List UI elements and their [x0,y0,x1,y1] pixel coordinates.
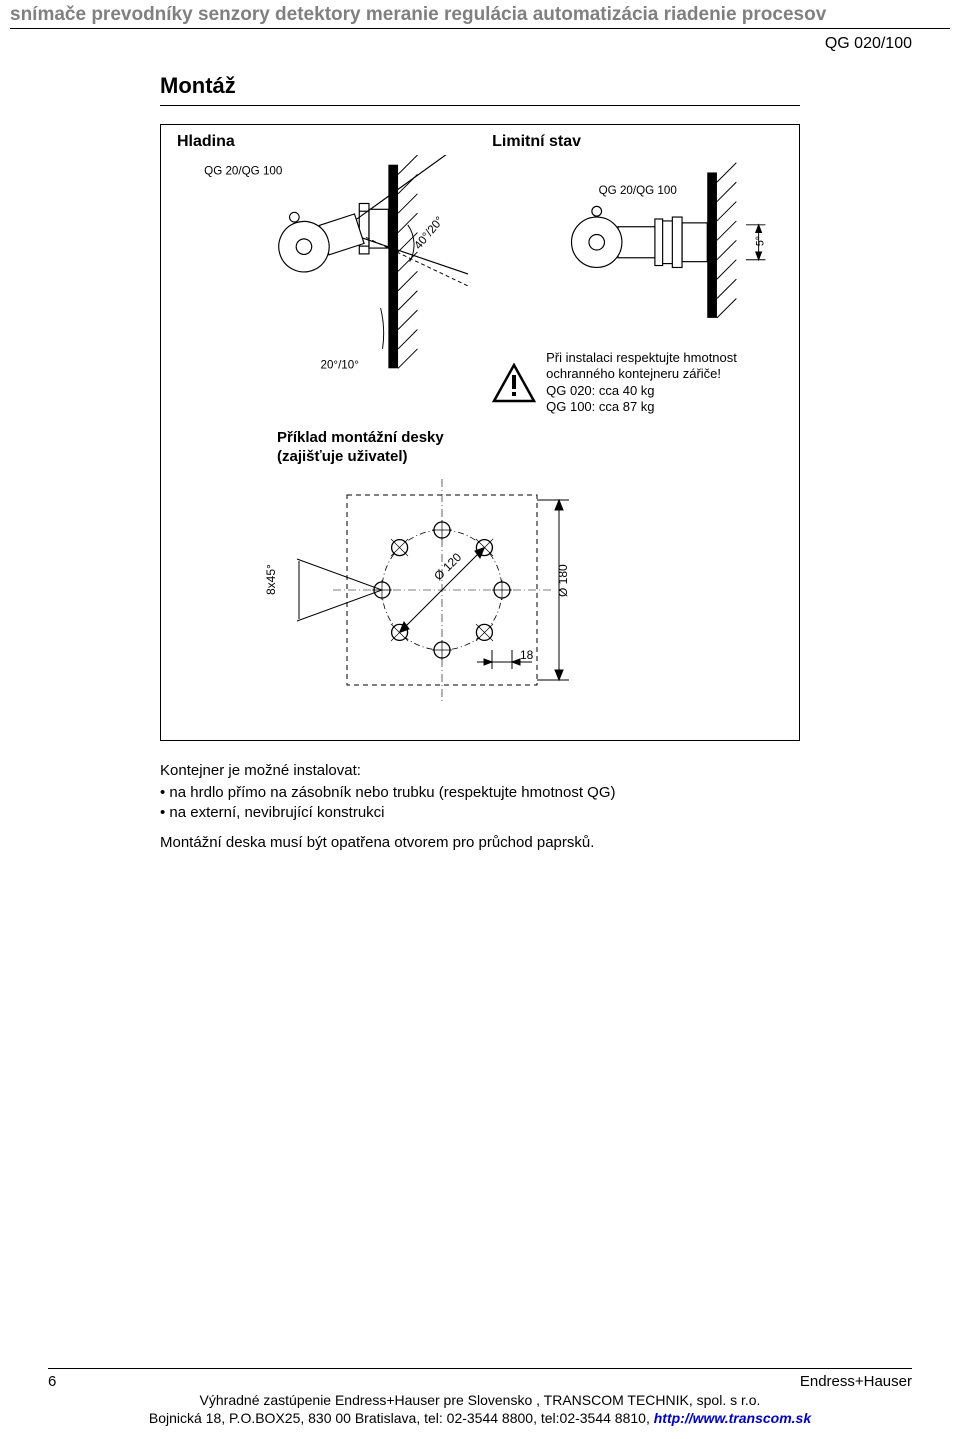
footer-url: http://www.transcom.sk [654,1410,811,1426]
caution-line: ochranného kontejneru zářiče! [546,366,737,382]
body-para: Montážní deska musí být opatřena otvorem… [160,833,800,853]
footer-line1: Výhradné zastúpenie Endress+Hauser pre S… [200,1392,761,1408]
diagram-hladina: QG 20/QG 100 40°/20° 20°/10° [177,155,468,407]
caution-block: Při instalaci respektujte hmotnost ochra… [492,350,783,415]
plate-dim-8x45: 8x45° [264,564,278,595]
body-bullet: na hrdlo přímo na zásobník nebo trubku (… [160,783,800,803]
plate-dim-180: Ø 180 [556,564,570,597]
figure-box: Hladina [160,124,800,741]
plate-title: Příklad montážní desky (zajišťuje uživat… [277,429,783,467]
body-text: Kontejner je možné instalovat: na hrdlo … [160,761,800,854]
figure-right-heading: Limitní stav [492,133,783,151]
figure-right: Limitní stav [492,133,783,415]
footer-center: Výhradné zastúpenie Endress+Hauser pre S… [48,1392,912,1427]
angle-lower-label: 20°/10° [320,358,358,371]
footer-line2: Bojnická 18, P.O.BOX25, 830 00 Bratislav… [149,1410,654,1426]
diagram-plate: 8x45° Ø 120 Ø 180 [237,469,617,719]
figure-left-heading: Hladina [177,133,468,151]
diagram-limitni: 5° QG 20/QG 100 [492,155,783,339]
plate-title-line: (zajišťuje uživatel) [277,448,408,465]
caution-line: QG 100: cca 87 kg [546,399,737,415]
figure-row-top: Hladina [177,133,783,415]
figure-left: Hladina [177,133,468,415]
footer-row: 6 Endress+Hauser [48,1373,912,1390]
page-number: 6 [48,1373,56,1390]
caution-line: Při instalaci respektujte hmotnost [546,350,737,366]
angle-right-label: 5° [755,236,767,246]
footer-brand: Endress+Hauser [800,1373,912,1390]
plate-dim-120: Ø 120 [431,550,464,583]
section-title: Montáž [160,73,800,106]
top-rule [10,28,950,29]
content-area: Montáž Hladina [160,73,800,854]
plate-dim-18: 18 [520,648,534,662]
body-bullet: na externí, nevibrující konstrukci [160,803,800,823]
top-banner: snímače prevodníky senzory detektory mer… [0,0,960,26]
footer: 6 Endress+Hauser Výhradné zastúpenie End… [0,1368,960,1427]
warning-icon [492,363,536,403]
caution-line: QG 020: cca 40 kg [546,383,737,399]
caution-text: Při instalaci respektujte hmotnost ochra… [546,350,737,415]
body-intro: Kontejner je možné instalovat: [160,761,800,781]
diagram-label-right: QG 20/QG 100 [599,184,678,197]
footer-rule [48,1368,912,1369]
diagram-label: QG 20/QG 100 [204,164,283,177]
product-code: QG 020/100 [0,35,912,53]
plate-title-line: Příklad montážní desky [277,429,444,446]
